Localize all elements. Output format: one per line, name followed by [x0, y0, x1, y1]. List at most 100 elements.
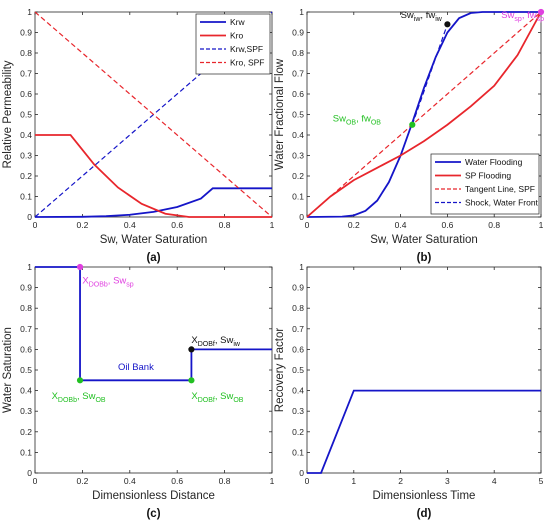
annotation-part: DOBf: [198, 397, 215, 404]
annotation-xdobf_ob: XDOBf, SwOB: [191, 391, 243, 404]
annotation-part: , Sw: [108, 275, 127, 286]
legend-box: [430, 153, 540, 215]
y-tick-label: 0.5: [20, 365, 32, 375]
y-tick-label: 0.8: [292, 48, 304, 58]
legend-entry: Tangent Line, SPF: [465, 184, 535, 194]
legend-entry: Krw,SPF: [230, 44, 263, 54]
y-tick-label: 0.9: [20, 28, 32, 38]
y-tick-label: 0.1: [20, 447, 32, 457]
x-tick-label: 1: [351, 476, 356, 486]
annotation-part: , Sw: [215, 391, 234, 402]
y-tick-label: 0.3: [292, 406, 304, 416]
y-tick-label: 0: [299, 468, 304, 478]
series-line-0: [307, 389, 541, 474]
x-tick-label: 0.4: [124, 220, 136, 230]
y-tick-label: 1: [299, 7, 304, 17]
annotation-part: Sw: [401, 10, 414, 21]
y-tick-label: 0.2: [20, 427, 32, 437]
y-tick-label: 0.9: [292, 28, 304, 38]
x-tick-label: 0: [305, 476, 310, 486]
y-tick-label: 0.1: [20, 192, 32, 202]
x-tick-label: 2: [398, 476, 403, 486]
annotation-part: X: [191, 335, 198, 346]
y-tick-label: 0.2: [292, 171, 304, 181]
annotation-part: sp: [514, 16, 522, 23]
y-tick-label: 0.2: [292, 427, 304, 437]
series-line-kro: [35, 134, 272, 218]
y-tick-label: 0: [299, 212, 304, 222]
y-tick-label: 0: [27, 468, 32, 478]
annotation-oil_bank: Oil Bank: [118, 362, 154, 373]
legend: Krw Kro Krw,SPF Kro, SPF: [195, 13, 271, 75]
x-tick-label: 0.2: [348, 220, 360, 230]
x-tick-label: 0.2: [76, 476, 88, 486]
panel-label: (a): [146, 252, 160, 264]
annotation-part: OB: [371, 120, 381, 127]
y-tick-label: 1: [27, 262, 32, 272]
panel-label: (d): [417, 508, 432, 520]
y-tick-label: 0.9: [20, 283, 32, 293]
legend-entry: Kro: [230, 31, 244, 41]
x-tick-label: 0.8: [219, 220, 231, 230]
annotation-part: X: [52, 391, 59, 402]
y-tick-label: 0.7: [20, 324, 32, 334]
y-tick-label: 0.7: [292, 69, 304, 79]
y-tick-label: 0.1: [292, 192, 304, 202]
x-tick-label: 1: [539, 220, 544, 230]
x-axis-label: Dimensionless Time: [373, 490, 476, 502]
annotation-part: sp: [126, 281, 133, 288]
annotation-xdobb_sp: XDOBb, Swsp: [82, 275, 133, 288]
y-axis-label: Recovery Factor: [274, 328, 286, 413]
x-axis-label: Sw, Water Saturation: [370, 234, 478, 246]
y-tick-label: 0.5: [292, 110, 304, 120]
y-tick-label: 1: [299, 262, 304, 272]
annotation-part: iw: [233, 341, 241, 348]
x-tick-label: 3: [445, 476, 450, 486]
x-tick-label: 0.8: [488, 220, 500, 230]
y-tick-label: 0.3: [292, 151, 304, 161]
annotation-part: Sw: [333, 114, 346, 125]
x-tick-label: 0.4: [124, 476, 136, 486]
y-tick-label: 0.8: [20, 303, 32, 313]
x-tick-label: 1: [270, 476, 275, 486]
annotation-part: Sw: [501, 10, 514, 21]
axes-frame: [306, 266, 542, 474]
annotation-part: iw: [435, 16, 443, 23]
x-tick-label: 0: [305, 220, 310, 230]
annotation-part: OB: [346, 120, 356, 127]
x-tick-label: 0.2: [76, 220, 88, 230]
series-line-0: [35, 266, 272, 382]
annotation-swsp: Swsp, fwsp: [501, 10, 544, 23]
x-tick-label: 0.6: [171, 476, 183, 486]
x-tick-label: 0.6: [171, 220, 183, 230]
annotation-swiw: Swiw, fwiw: [401, 10, 443, 23]
y-tick-label: 0.7: [20, 69, 32, 79]
annotation-part: , fw: [420, 10, 435, 21]
annotation-part: , Sw: [77, 391, 96, 402]
y-tick-label: 0.4: [292, 130, 304, 140]
y-tick-label: 0.6: [292, 89, 304, 99]
annotation-part: DOBb: [58, 397, 77, 404]
annotation-part: X: [82, 275, 89, 286]
annotation-xdobb_ob: XDOBb, SwOB: [52, 391, 106, 404]
y-axis-label: Relative Permeability: [2, 60, 14, 168]
x-tick-label: 0: [33, 476, 38, 486]
annotation-part: DOBb: [89, 281, 108, 288]
legend-entry: Water Flooding: [465, 157, 523, 167]
y-tick-label: 0.4: [292, 386, 304, 396]
series-line-krw: [34, 187, 272, 218]
annotation-part: X: [191, 391, 198, 402]
point-marker: [76, 263, 84, 271]
y-tick-label: 0.8: [292, 303, 304, 313]
point-marker: [188, 377, 195, 384]
y-tick-label: 0.1: [292, 447, 304, 457]
y-tick-label: 0.3: [20, 151, 32, 161]
point-marker: [76, 377, 84, 384]
annotation-part: , Sw: [215, 335, 234, 346]
y-tick-label: 0.9: [292, 283, 304, 293]
x-axis-label: Sw, Water Saturation: [100, 234, 208, 246]
y-tick-label: 0.6: [292, 344, 304, 354]
panel-b: 0 0.2 0.4 0.6 0.8 1 0 0.1 0.2 0.3 0.4 0.5 0.6 0.7 0.8 0…: [274, 7, 544, 264]
panel-label: (b): [417, 252, 432, 264]
